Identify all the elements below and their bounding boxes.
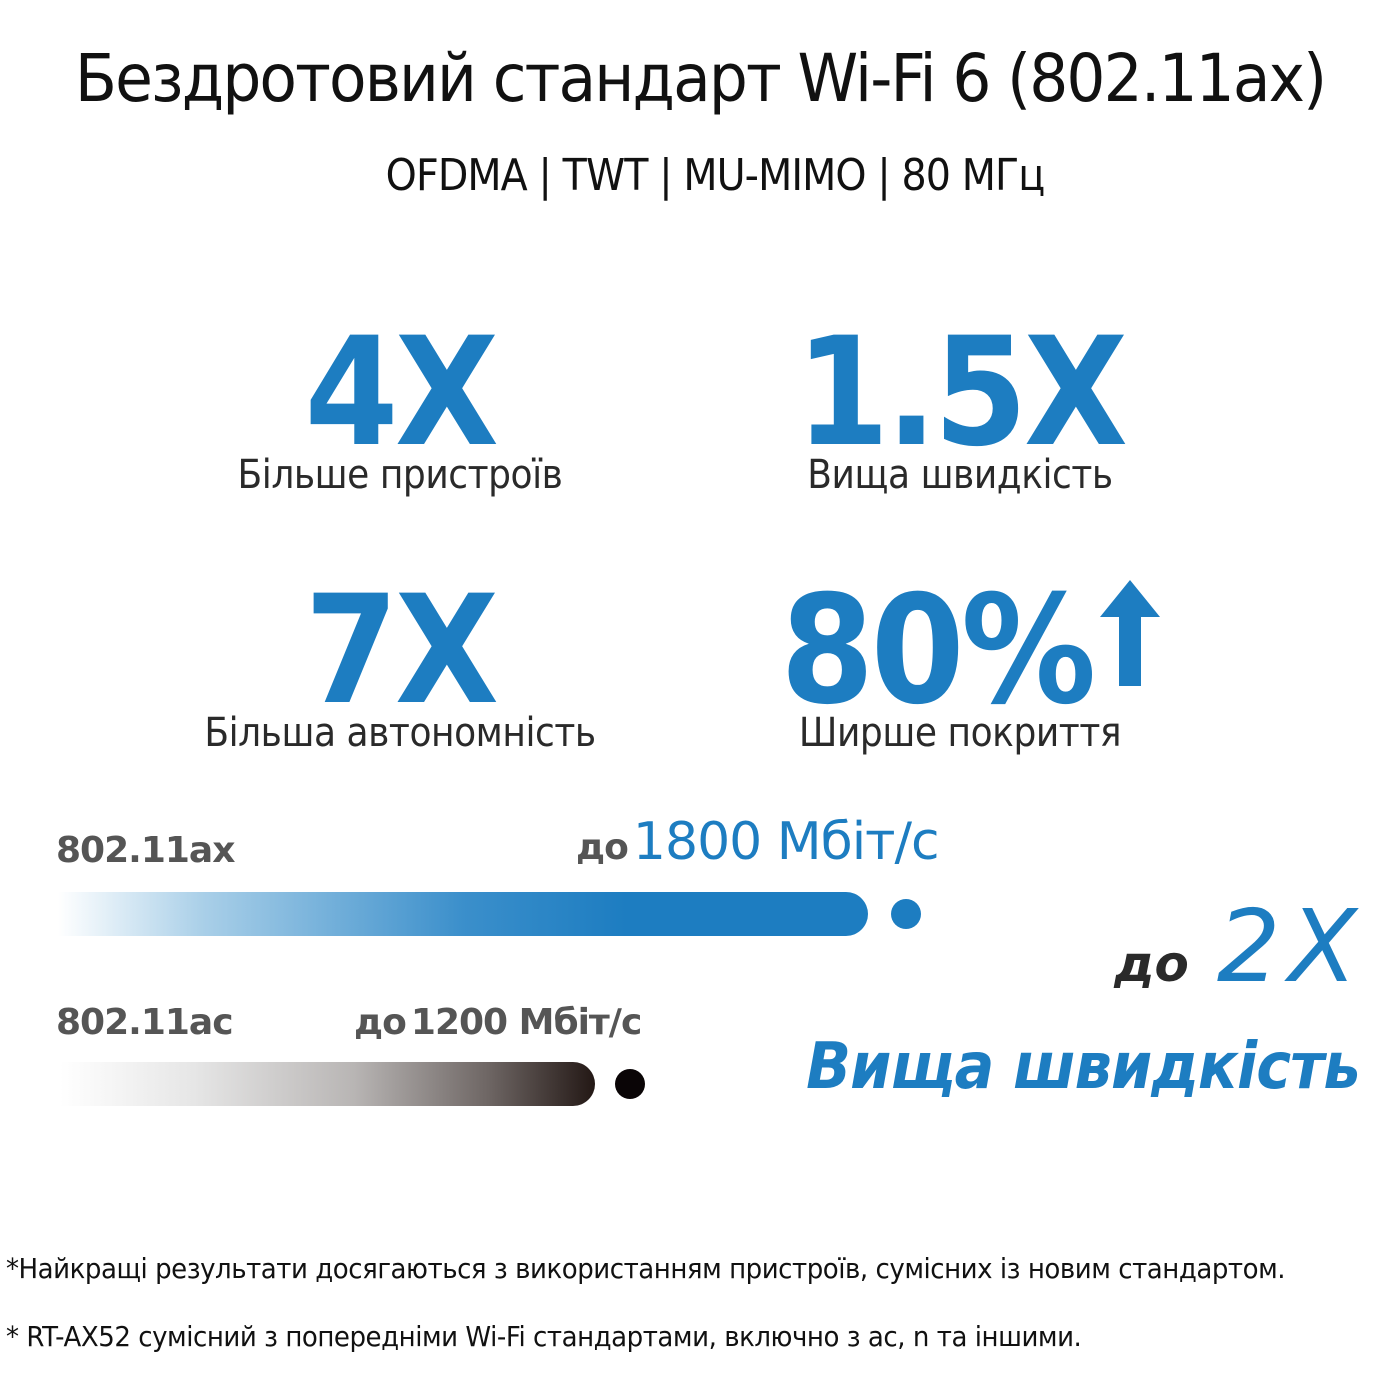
stat-battery-value: 7X xyxy=(304,564,499,738)
ac-speed-value: 1200 Мбіт/с xyxy=(410,1002,642,1043)
ax-standard-label: 802.11ax xyxy=(56,830,235,871)
ac-standard-label: 802.11ac xyxy=(56,1002,234,1043)
stat-speed-label: Вища швидкість xyxy=(807,452,1113,498)
feature-list: OFDMA | TWT | MU-MIMO | 80 МГц xyxy=(385,150,1046,201)
ax-speed-prefix: до xyxy=(576,827,629,868)
stat-coverage-label: Ширше покриття xyxy=(798,710,1122,756)
arrow-up-icon xyxy=(1100,580,1160,686)
footnote-1: *Найкращі результати досягаються з викор… xyxy=(6,1252,1286,1285)
ac-speed: до 1200 Мбіт/с xyxy=(354,1002,642,1043)
ax-bar-dot xyxy=(891,899,921,929)
stat-coverage: 80% xyxy=(760,576,1110,726)
ac-speed-prefix: до xyxy=(354,1002,407,1043)
stat-devices-value: 4X xyxy=(304,306,499,480)
multiplier-value: 2X xyxy=(1216,888,1365,1005)
multiplier-caption: Вища швидкість xyxy=(806,1030,1361,1104)
page-title: Бездротовий стандарт Wi-Fi 6 (802.11ax) xyxy=(74,40,1327,117)
ac-speed-bar xyxy=(60,1062,595,1106)
multiplier-prefix: до xyxy=(1114,935,1189,993)
stat-speed-value: 1.5X xyxy=(795,306,1128,480)
ax-speed: до 1800 Мбіт/с xyxy=(576,812,940,872)
speed-multiplier: до 2X xyxy=(1114,888,1365,1005)
ax-speed-bar xyxy=(58,892,868,936)
ac-bar-dot xyxy=(615,1069,645,1099)
stat-coverage-value: 80% xyxy=(780,564,1096,738)
stat-devices-label: Більше пристроїв xyxy=(237,452,563,498)
ax-speed-value: 1800 Мбіт/с xyxy=(632,812,940,872)
footnote-2: * RT-AX52 сумісний з попередніми Wi-Fi с… xyxy=(6,1320,1082,1353)
stat-battery-label: Більша автономність xyxy=(204,710,596,756)
